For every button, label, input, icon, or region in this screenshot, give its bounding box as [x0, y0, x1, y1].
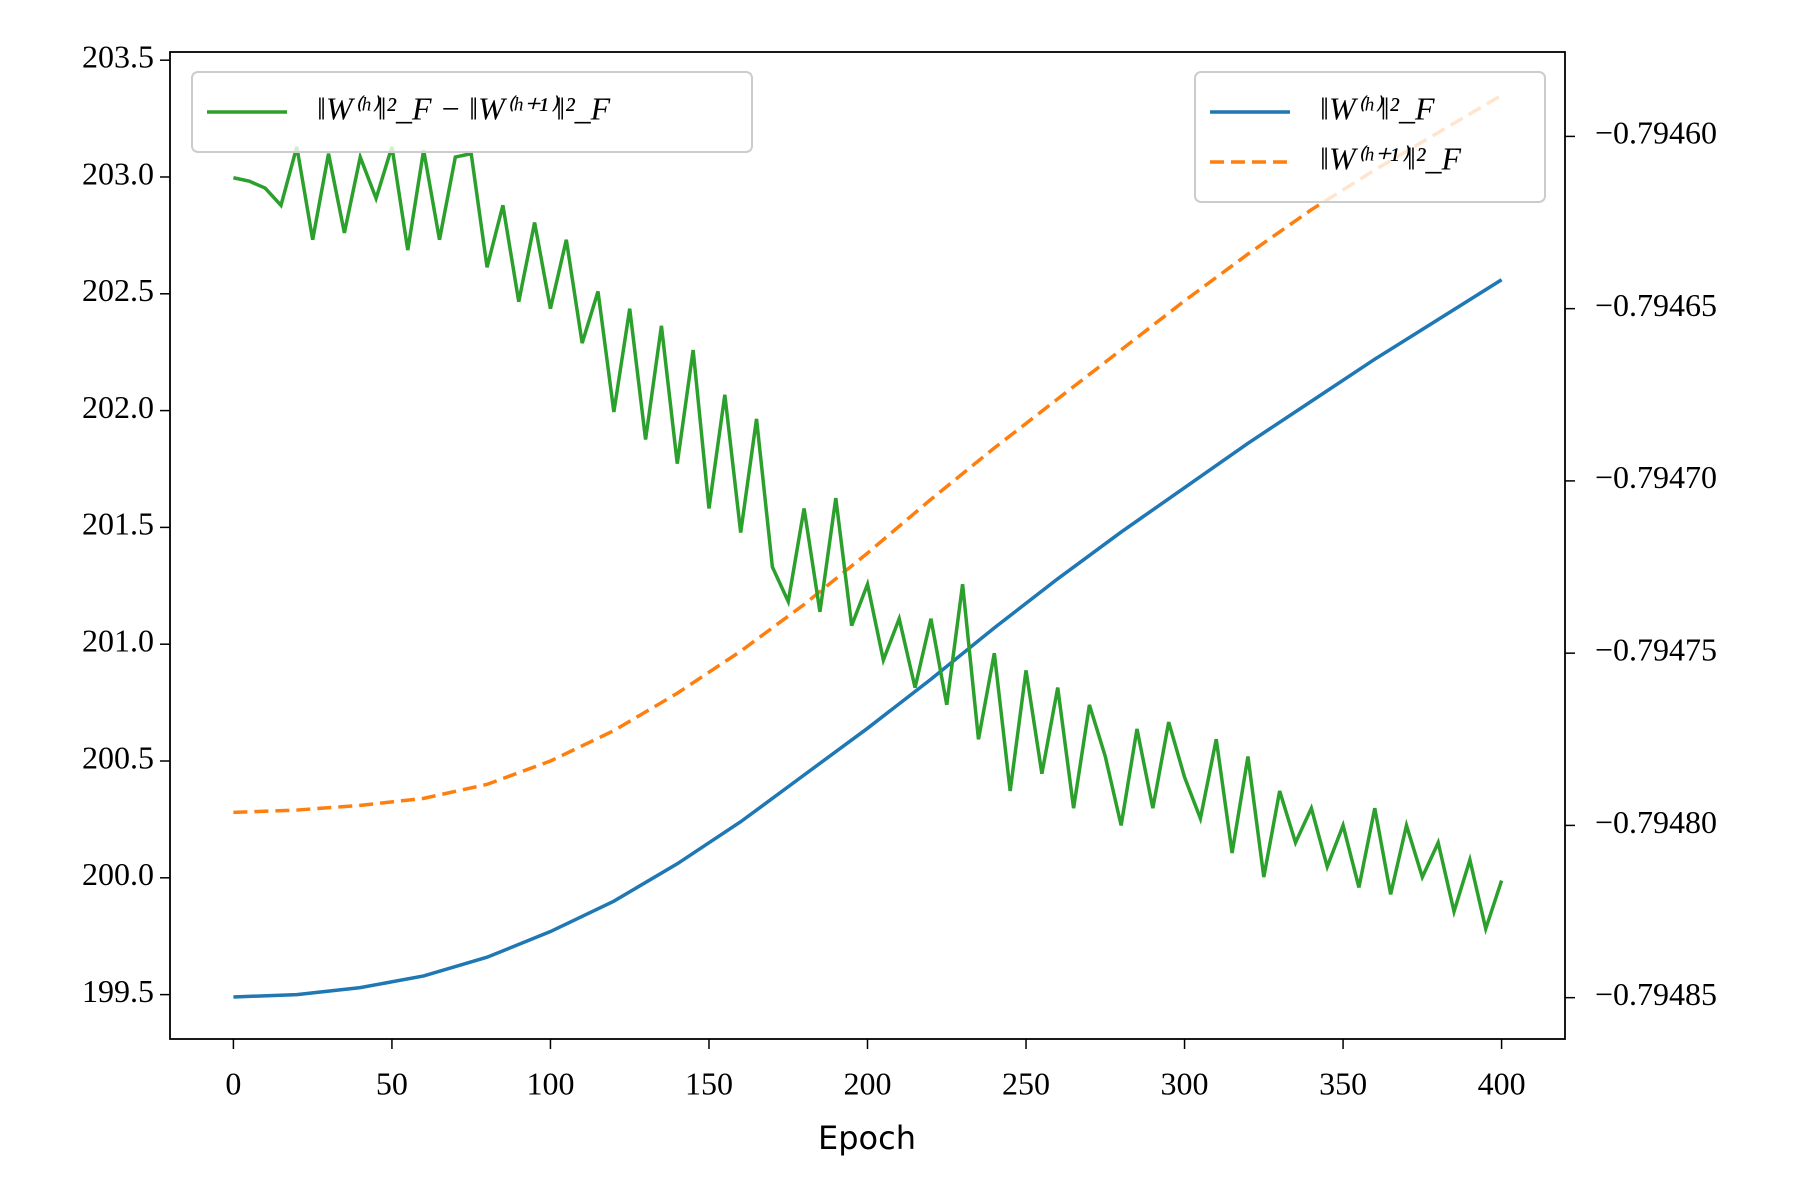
plot-frame: [169, 51, 1566, 1040]
legend-label: ‖W⁽ʰ⁺¹⁾‖²_F: [1320, 140, 1462, 176]
y2-tick-label: −0.79475: [1595, 632, 1717, 668]
y2-tick-label: −0.79460: [1595, 115, 1717, 151]
x-tick-label: 300: [1161, 1065, 1209, 1101]
y-tick-label: 203.5: [82, 39, 154, 75]
y2-tick-label: −0.79485: [1595, 976, 1717, 1012]
x-axis-label: Epoch: [818, 1119, 916, 1157]
series-line: [233, 93, 1503, 815]
x-tick-label: 150: [685, 1065, 733, 1101]
y-tick-label: 201.0: [82, 623, 154, 659]
x-tick-label: 400: [1478, 1065, 1526, 1101]
y-tick-label: 200.0: [82, 856, 154, 892]
y-tick-label: 201.5: [82, 506, 154, 542]
y2-tick-label: −0.79480: [1595, 804, 1717, 840]
y2-tick-label: −0.79465: [1595, 287, 1717, 323]
series-line: [233, 146, 1504, 936]
x-tick-label: 200: [844, 1065, 892, 1101]
series-line: [233, 278, 1503, 999]
y-tick-label: 199.5: [82, 973, 154, 1009]
y-tick-label: 203.0: [82, 155, 154, 191]
y-tick-label: 202.5: [82, 272, 154, 308]
x-tick-label: 350: [1319, 1065, 1367, 1101]
legend-label: ‖W⁽ʰ⁾‖²_F: [1320, 90, 1435, 126]
legend-box: [191, 71, 753, 153]
x-tick-label: 50: [376, 1065, 408, 1101]
legend-label: ‖W⁽ʰ⁾‖²_F − ‖W⁽ʰ⁺¹⁾‖²_F: [317, 90, 611, 126]
y-tick-label: 200.5: [82, 739, 154, 775]
legend-box: [1194, 71, 1546, 203]
x-tick-label: 100: [526, 1065, 574, 1101]
y-tick-label: 202.0: [82, 389, 154, 425]
y2-tick-label: −0.79470: [1595, 459, 1717, 495]
x-tick-label: 250: [1002, 1065, 1050, 1101]
x-tick-label: 0: [225, 1065, 241, 1101]
